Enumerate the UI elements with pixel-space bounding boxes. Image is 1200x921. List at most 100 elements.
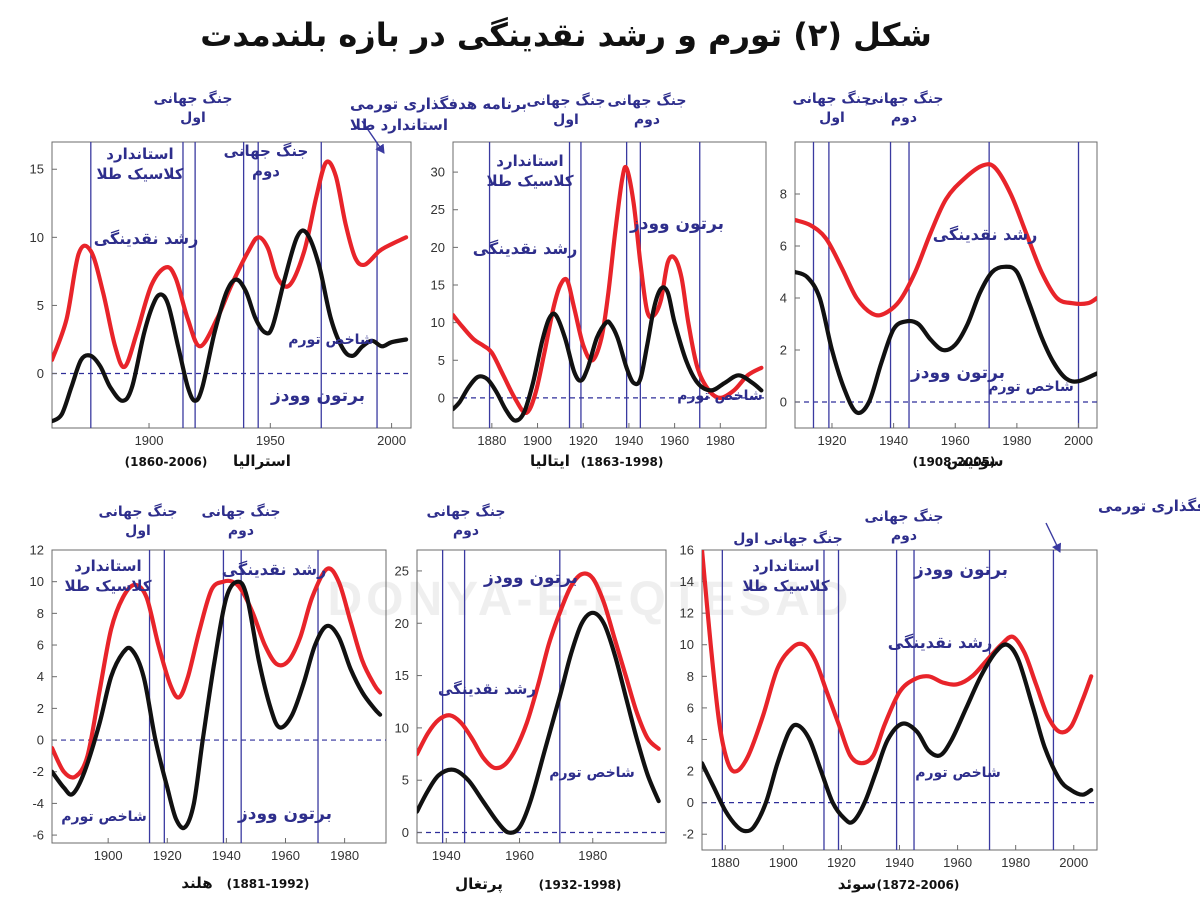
- annotation-money-growth: رشد نقدینگی: [222, 560, 327, 579]
- annotation-event: دوم: [453, 523, 479, 539]
- y-tick-label: 5: [438, 353, 445, 368]
- x-tick-label: 2000: [377, 433, 406, 448]
- annotation-event: اول: [180, 110, 206, 126]
- country-label: سوئیس: [946, 452, 1003, 470]
- y-tick-label: -2: [32, 764, 44, 779]
- x-tick-label: 1880: [711, 855, 740, 870]
- y-tick-label: 10: [30, 230, 44, 245]
- x-tick-label: 1940: [432, 848, 461, 863]
- annotation-event: برتون وودز: [629, 214, 724, 234]
- y-tick-label: 20: [395, 616, 409, 631]
- y-tick-label: 20: [431, 240, 445, 255]
- y-tick-label: 4: [37, 669, 44, 684]
- annotation-inflation: شاخص تورم: [549, 765, 634, 781]
- y-tick-label: 15: [395, 668, 409, 683]
- annotation-event: جنگ جهانی: [98, 503, 177, 520]
- years-label: (1860-2006): [125, 455, 208, 469]
- x-tick-label: 1920: [569, 433, 598, 448]
- annotation-money-growth: رشد نقدینگی: [888, 633, 993, 652]
- annotation-event: جنگ جهانی: [607, 92, 686, 109]
- chart-panel-6: -2 0 2 4 6 8 10 12 14 16 1880 1900 1920 1940 1960 1980 2…: [680, 497, 1200, 893]
- money-growth-line: [453, 164, 764, 415]
- x-tick-label: 1920: [153, 848, 182, 863]
- y-tick-label: 15: [431, 278, 445, 293]
- annotation-event: جنگ جهانی: [792, 90, 871, 107]
- annotation-event: جنگ جهانی: [153, 90, 232, 107]
- y-tick-label: 0: [687, 795, 694, 810]
- annotation-event: کلاسیک طلا: [64, 577, 151, 595]
- chart-panel-5: 0 5 10 15 20 25 1940 1960 1980 پرتغال (1932-1998) ج…: [395, 503, 667, 894]
- annotation-event: جنگ جهانی: [426, 503, 505, 520]
- x-tick-label: 1940: [212, 848, 241, 863]
- annotation-inflation: شاخص تورم: [988, 379, 1073, 395]
- plot-frame: [416, 549, 667, 844]
- years-label: (1872-2006): [877, 878, 960, 892]
- chart-panel-3: 0 2 4 6 8 1920 1940 1960 1980 2000 سوئیس(1908-2005…: [780, 90, 1098, 470]
- annotation-inflation: شاخص تورم: [677, 388, 762, 404]
- inflation-line: [795, 264, 1097, 416]
- x-tick-label: 1960: [941, 433, 970, 448]
- inflation-line: [453, 285, 764, 423]
- annotation-inflation: شاخص تورم: [915, 765, 1000, 781]
- y-tick-label: 25: [395, 563, 409, 578]
- y-tick-label: 4: [780, 291, 787, 306]
- figure-title: شکل (۲) تورم و رشد نقدینگی در بازه بلندم…: [200, 16, 932, 54]
- annotation-event: برتون وودز: [237, 804, 332, 824]
- inflation-line: [52, 579, 383, 831]
- y-tick-label: 8: [37, 606, 44, 621]
- country-label: پرتغال: [455, 875, 503, 894]
- years-label: (1932-1998): [539, 878, 622, 892]
- annotation-event: برتون وودز: [910, 363, 1005, 383]
- country-label: سوئد: [838, 875, 876, 893]
- x-tick-label: 1980: [578, 848, 607, 863]
- y-tick-label: 6: [687, 700, 694, 715]
- annotation-event: جنگ جهانی: [864, 90, 943, 107]
- annotation-event: استاندارد: [496, 152, 563, 170]
- y-tick-label: 0: [402, 825, 409, 840]
- inflation-line: [417, 610, 661, 835]
- x-tick-label: 1980: [706, 433, 735, 448]
- x-tick-label: 1940: [879, 433, 908, 448]
- annotation-event: دوم: [891, 528, 917, 544]
- annotation-event: استاندارد: [106, 145, 173, 163]
- y-tick-label: 8: [780, 187, 787, 202]
- annotation-event: برتون وودز: [483, 568, 578, 588]
- pointer-arrow: [1045, 522, 1062, 553]
- annotation-inflation: شاخص تورم: [288, 332, 373, 348]
- y-tick-label: 5: [37, 298, 44, 313]
- x-tick-label: 1940: [614, 433, 643, 448]
- y-tick-label: 0: [37, 733, 44, 748]
- y-tick-label: 16: [680, 543, 694, 558]
- annotation-event: دوم: [891, 110, 917, 126]
- annotation-event: اول: [125, 523, 151, 539]
- annotation-event: برتون وودز: [270, 386, 365, 406]
- annotation-event: استاندارد: [752, 557, 819, 575]
- annotation-event: جنگ جهانی اول: [733, 530, 843, 547]
- annotation-event: دوم: [252, 162, 280, 180]
- annotation-event: برتون وودز: [913, 560, 1008, 580]
- y-tick-label: 14: [680, 574, 694, 589]
- x-tick-label: 1900: [94, 848, 123, 863]
- y-tick-label: 2: [687, 764, 694, 779]
- x-tick-label: 1980: [330, 848, 359, 863]
- annotation-event: برنامه هدفگذاری تورمی: [350, 95, 527, 113]
- y-tick-label: 15: [30, 162, 44, 177]
- y-tick-label: 8: [687, 669, 694, 684]
- country-label: ایتالیا: [530, 452, 570, 470]
- y-tick-label: 10: [680, 637, 694, 652]
- pointer-arrow: [361, 120, 385, 154]
- annotation-money-growth: رشد نقدینگی: [933, 225, 1038, 244]
- money-growth-line: [702, 550, 1094, 774]
- annotation-event: برنامه هدفگذاری تورمی: [1098, 497, 1200, 515]
- annotation-event: دوم: [634, 112, 660, 128]
- country-label: استرالیا: [233, 452, 291, 470]
- money-growth-line: [795, 162, 1097, 318]
- x-tick-label: 1880: [477, 433, 506, 448]
- years-label: (1863-1998): [581, 455, 664, 469]
- y-tick-label: 30: [431, 165, 445, 180]
- y-tick-label: 6: [37, 638, 44, 653]
- annotation-event: اول: [819, 110, 845, 126]
- y-tick-label: 6: [780, 239, 787, 254]
- y-tick-label: 10: [431, 315, 445, 330]
